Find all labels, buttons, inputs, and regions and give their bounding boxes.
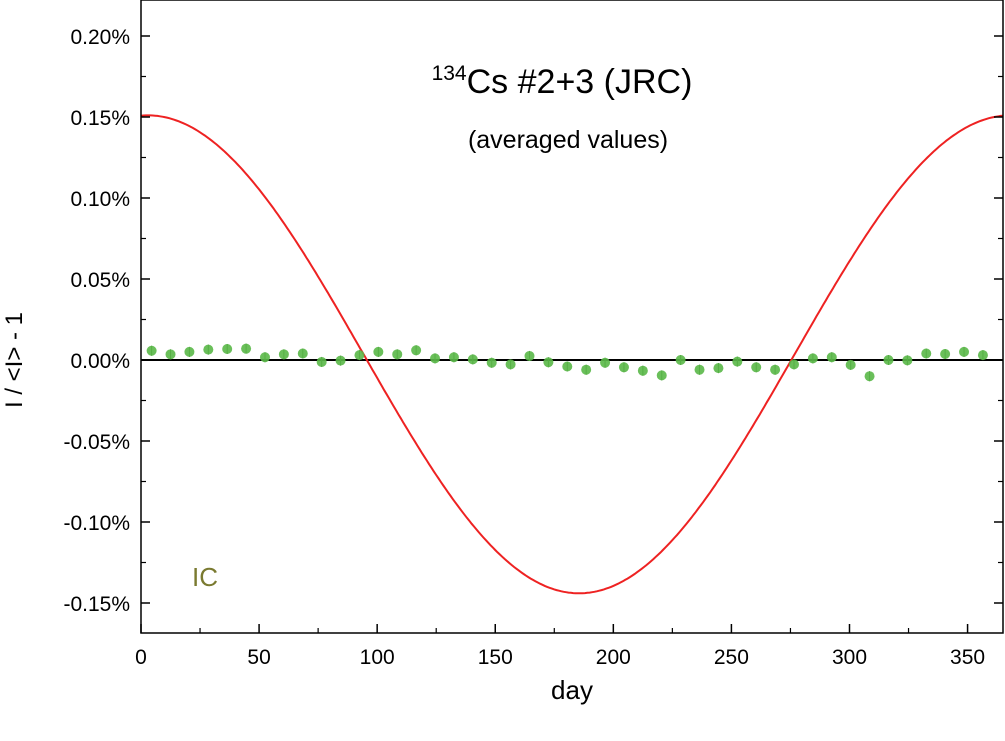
data-point xyxy=(203,344,214,355)
data-point xyxy=(543,357,554,368)
y-tick-label: 0.10% xyxy=(70,188,130,211)
data-point xyxy=(467,354,478,365)
data-point xyxy=(807,353,818,364)
data-point xyxy=(902,355,913,366)
data-point xyxy=(505,359,516,370)
data-point xyxy=(959,346,970,357)
data-point xyxy=(694,364,705,375)
chart-subtitle: (averaged values) xyxy=(468,126,668,154)
x-tick-label: 300 xyxy=(832,646,867,669)
y-tick-label: 0.20% xyxy=(70,26,130,49)
data-point xyxy=(656,370,667,381)
data-point xyxy=(788,359,799,370)
y-tick-label: -0.10% xyxy=(63,512,130,535)
x-tick-label: 250 xyxy=(714,646,749,669)
data-point xyxy=(448,352,459,363)
data-point xyxy=(751,362,762,373)
data-point xyxy=(826,352,837,363)
title-main: Cs #2+3 (JRC) xyxy=(467,63,693,101)
data-point xyxy=(184,346,195,357)
data-point xyxy=(713,363,724,374)
data-point xyxy=(581,364,592,375)
data-point xyxy=(845,359,856,370)
x-tick-label: 0 xyxy=(135,646,147,669)
data-point xyxy=(921,348,932,359)
data-point xyxy=(222,343,233,354)
data-point xyxy=(864,371,875,382)
data-point xyxy=(637,365,648,376)
data-point xyxy=(600,357,611,368)
x-tick-label: 150 xyxy=(478,646,513,669)
data-point xyxy=(259,352,270,363)
data-point xyxy=(883,355,894,365)
data-point xyxy=(618,362,629,373)
data-point xyxy=(146,345,157,356)
y-tick-label: 0.15% xyxy=(70,107,130,130)
series-annotation: IC xyxy=(192,562,218,592)
model-curve xyxy=(140,114,1004,595)
data-point xyxy=(977,350,988,361)
data-point xyxy=(297,348,308,359)
data-point xyxy=(486,357,497,368)
data-point xyxy=(524,350,535,361)
title-superscript: 134 xyxy=(432,62,467,85)
chart-title: 134Cs #2+3 (JRC) xyxy=(432,62,693,101)
data-point xyxy=(675,355,686,365)
data-point xyxy=(354,350,365,361)
data-point xyxy=(732,356,743,367)
data-point xyxy=(278,349,289,360)
plot-frame xyxy=(140,0,1004,634)
x-axis-label: day xyxy=(551,675,593,705)
y-axis-label: I / <I> - 1 xyxy=(1,312,28,408)
x-tick-label: 100 xyxy=(360,646,395,669)
data-point xyxy=(316,356,327,367)
data-point xyxy=(165,349,176,360)
data-point xyxy=(241,343,252,354)
y-tick-label: -0.15% xyxy=(63,593,130,616)
y-tick-label: 0.00% xyxy=(70,350,130,373)
data-point xyxy=(335,355,346,366)
data-point xyxy=(392,349,403,360)
x-tick-label: 50 xyxy=(247,646,270,669)
data-point xyxy=(562,361,573,372)
y-tick-label: -0.05% xyxy=(63,431,130,454)
data-point xyxy=(940,349,951,360)
data-point xyxy=(373,346,384,357)
x-tick-label: 350 xyxy=(950,646,985,669)
data-point xyxy=(411,345,422,356)
x-tick-label: 200 xyxy=(596,646,631,669)
data-point xyxy=(430,353,441,364)
data-point xyxy=(770,364,781,375)
y-tick-label: 0.05% xyxy=(70,269,130,292)
